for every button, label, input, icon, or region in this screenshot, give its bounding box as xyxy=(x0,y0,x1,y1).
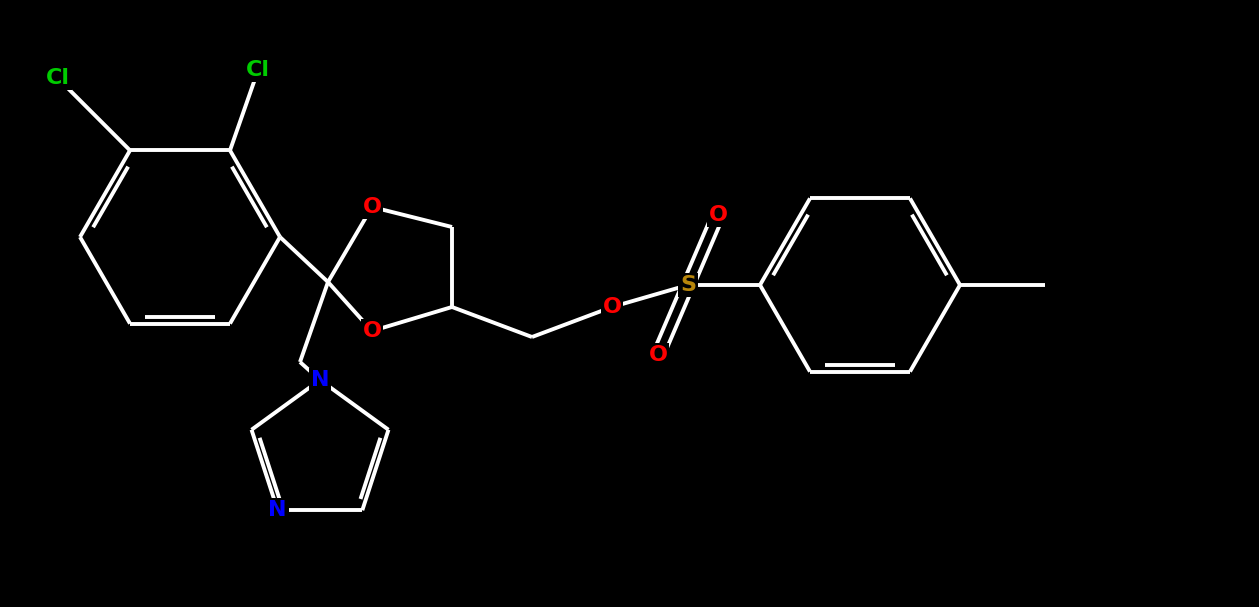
Text: N: N xyxy=(268,500,287,520)
Text: O: O xyxy=(363,321,381,341)
Text: O: O xyxy=(709,205,728,225)
Text: O: O xyxy=(648,345,667,365)
Text: O: O xyxy=(363,197,381,217)
Text: Cl: Cl xyxy=(47,69,71,89)
Text: S: S xyxy=(680,275,696,295)
Text: O: O xyxy=(603,297,622,317)
Text: N: N xyxy=(311,370,330,390)
Text: Cl: Cl xyxy=(246,61,269,80)
